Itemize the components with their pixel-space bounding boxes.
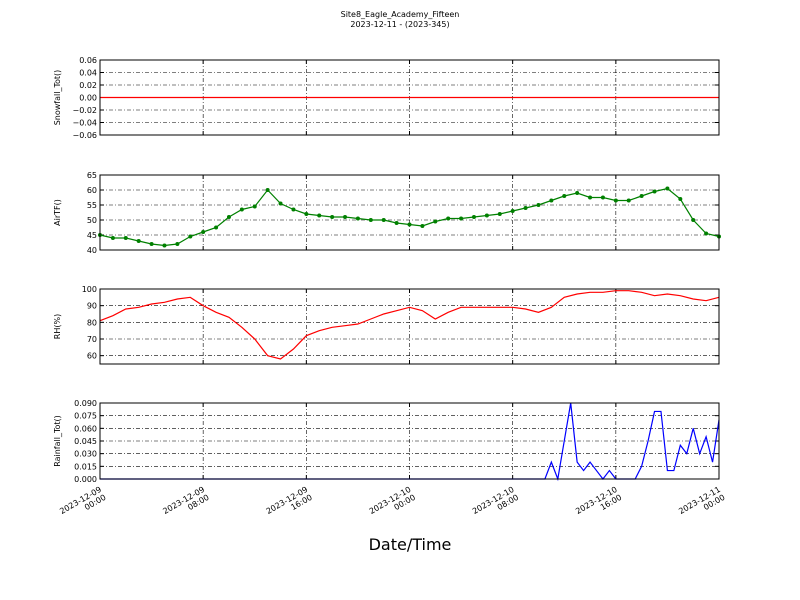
plot-frame bbox=[99, 402, 720, 480]
data-point bbox=[239, 207, 244, 212]
data-point bbox=[381, 218, 386, 222]
y-tick-label: 0.015 bbox=[74, 462, 97, 471]
y-tick-label: 0.04 bbox=[79, 69, 97, 78]
y-tick-label: 0.000 bbox=[74, 475, 97, 484]
data-point bbox=[278, 201, 283, 206]
plot-frame bbox=[99, 174, 720, 251]
data-point bbox=[355, 216, 360, 221]
data-point bbox=[446, 216, 451, 221]
data-point bbox=[149, 242, 154, 246]
data-point bbox=[175, 242, 180, 246]
x-tick-label: 2023-12-1016:00 bbox=[574, 485, 623, 524]
x-tick-label: 2023-12-1100:00 bbox=[677, 485, 726, 524]
data-point bbox=[188, 234, 193, 239]
data-point bbox=[265, 188, 270, 192]
x-tick-label: 2023-12-0900:00 bbox=[58, 485, 107, 524]
data-point bbox=[343, 215, 348, 219]
data-point bbox=[162, 243, 167, 248]
x-axis-label: Date/Time bbox=[369, 535, 452, 554]
data-point bbox=[304, 212, 309, 216]
data-point bbox=[575, 191, 580, 195]
y-axis-label: RH(%) bbox=[53, 314, 62, 339]
data-point bbox=[291, 207, 296, 212]
y-tick-label: 55 bbox=[87, 201, 97, 210]
data-point bbox=[433, 219, 438, 224]
data-point bbox=[394, 221, 399, 225]
y-axis-label: AirTF() bbox=[53, 199, 62, 226]
data-point bbox=[330, 215, 335, 219]
data-point bbox=[523, 206, 528, 210]
x-tick-label: 2023-12-0916:00 bbox=[265, 485, 314, 524]
data-point bbox=[317, 213, 322, 218]
data-point bbox=[123, 236, 128, 240]
data-point bbox=[665, 186, 670, 191]
y-tick-label: 0.00 bbox=[79, 94, 97, 103]
y-tick-label: 0.030 bbox=[74, 450, 97, 459]
plot-frame bbox=[99, 59, 720, 136]
y-tick-label: −0.06 bbox=[72, 131, 97, 140]
y-tick-label: 65 bbox=[87, 171, 97, 180]
figure-subtitle: 2023-12-11 - (2023-345) bbox=[350, 20, 449, 29]
data-point bbox=[678, 197, 683, 201]
y-tick-label: 70 bbox=[87, 335, 97, 344]
data-point bbox=[471, 215, 476, 219]
y-tick-label: −0.02 bbox=[72, 106, 97, 115]
data-point bbox=[368, 218, 373, 222]
y-tick-label: 45 bbox=[87, 231, 97, 240]
y-tick-label: 0.06 bbox=[79, 56, 97, 65]
x-tick-label: 2023-12-1008:00 bbox=[471, 485, 520, 524]
data-point bbox=[226, 215, 231, 219]
data-point bbox=[252, 204, 257, 209]
y-tick-label: 0.02 bbox=[79, 81, 97, 90]
data-point bbox=[691, 218, 696, 222]
data-point bbox=[639, 194, 644, 198]
data-point bbox=[652, 189, 657, 194]
y-tick-label: 90 bbox=[87, 302, 97, 311]
data-point bbox=[214, 225, 219, 230]
data-point bbox=[420, 224, 425, 228]
y-axis-label: Rainfall_Tot() bbox=[53, 415, 62, 467]
y-tick-label: 60 bbox=[87, 186, 97, 195]
data-line bbox=[99, 290, 720, 360]
data-point bbox=[536, 203, 541, 207]
data-point bbox=[407, 222, 412, 227]
figure-title: Site8_Eagle_Academy_Fifteen bbox=[341, 10, 460, 19]
data-point bbox=[201, 230, 206, 234]
data-point bbox=[497, 212, 502, 216]
y-tick-label: 0.075 bbox=[74, 412, 97, 421]
data-point bbox=[613, 198, 618, 203]
x-tick-label: 2023-12-0908:00 bbox=[161, 485, 210, 524]
y-tick-label: 40 bbox=[87, 246, 97, 255]
y-tick-label: 0.090 bbox=[74, 399, 97, 408]
data-line bbox=[100, 402, 720, 482]
y-tick-label: 0.045 bbox=[74, 437, 97, 446]
plot-frame bbox=[99, 288, 720, 365]
data-point bbox=[136, 239, 141, 243]
data-point bbox=[510, 209, 515, 213]
data-point bbox=[459, 216, 464, 221]
y-tick-label: 80 bbox=[87, 318, 97, 327]
data-point bbox=[484, 213, 489, 218]
data-point bbox=[549, 198, 554, 203]
y-tick-label: 0.060 bbox=[74, 424, 97, 433]
y-axis-label: Snowfall_Tot() bbox=[53, 70, 62, 126]
y-tick-label: −0.04 bbox=[72, 119, 97, 128]
data-point bbox=[600, 195, 605, 200]
y-tick-label: 50 bbox=[87, 216, 97, 225]
data-point bbox=[588, 195, 593, 200]
y-tick-label: 60 bbox=[87, 352, 97, 361]
data-point bbox=[626, 198, 631, 203]
data-point bbox=[110, 236, 115, 240]
data-point bbox=[562, 194, 567, 198]
x-tick-label: 2023-12-1000:00 bbox=[368, 485, 417, 524]
data-point bbox=[704, 231, 709, 236]
y-tick-label: 100 bbox=[82, 285, 97, 294]
